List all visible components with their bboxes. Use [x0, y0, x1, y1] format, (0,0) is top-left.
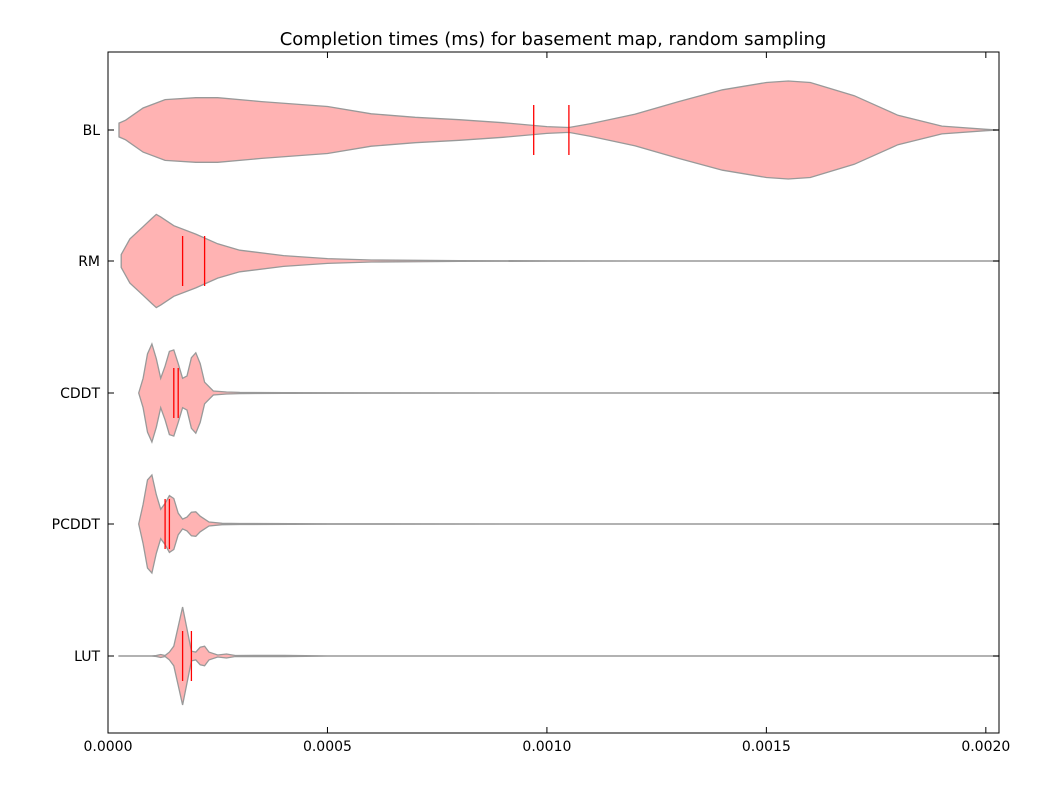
plot-frame	[107, 51, 1000, 734]
x-tick-label: 0.0010	[522, 739, 571, 755]
violin-layer	[118, 80, 1000, 706]
violin-body-cddt	[138, 342, 1000, 444]
y-axis-ticks: BL RM CDDT PCDDT LUT	[52, 123, 999, 665]
y-tick-label-lut: LUT	[74, 649, 100, 665]
y-tick-label-pcddt: PCDDT	[52, 517, 101, 533]
chart-title: Completion times (ms) for basement map, …	[280, 29, 827, 50]
violin-pcddt	[138, 473, 1000, 575]
violin-rm	[120, 213, 1000, 309]
x-tick-label: 0.0020	[961, 739, 1010, 755]
x-axis-ticks: 0.0000 0.0005 0.0010 0.0015 0.0020	[84, 52, 1010, 755]
violin-body-lut	[118, 606, 1000, 706]
violin-lut	[118, 606, 1000, 706]
violin-cddt	[138, 342, 1000, 444]
violin-body-pcddt	[138, 473, 1000, 575]
y-tick-label-bl: BL	[83, 123, 101, 139]
violin-body-bl	[118, 80, 1000, 180]
y-tick-label-cddt: CDDT	[60, 386, 100, 402]
x-tick-label: 0.0000	[84, 739, 133, 755]
violin-bl	[118, 80, 1000, 180]
x-tick-label: 0.0015	[742, 739, 791, 755]
x-tick-label: 0.0005	[303, 739, 352, 755]
violin-body-rm	[120, 213, 1000, 309]
y-tick-label-rm: RM	[78, 254, 100, 270]
